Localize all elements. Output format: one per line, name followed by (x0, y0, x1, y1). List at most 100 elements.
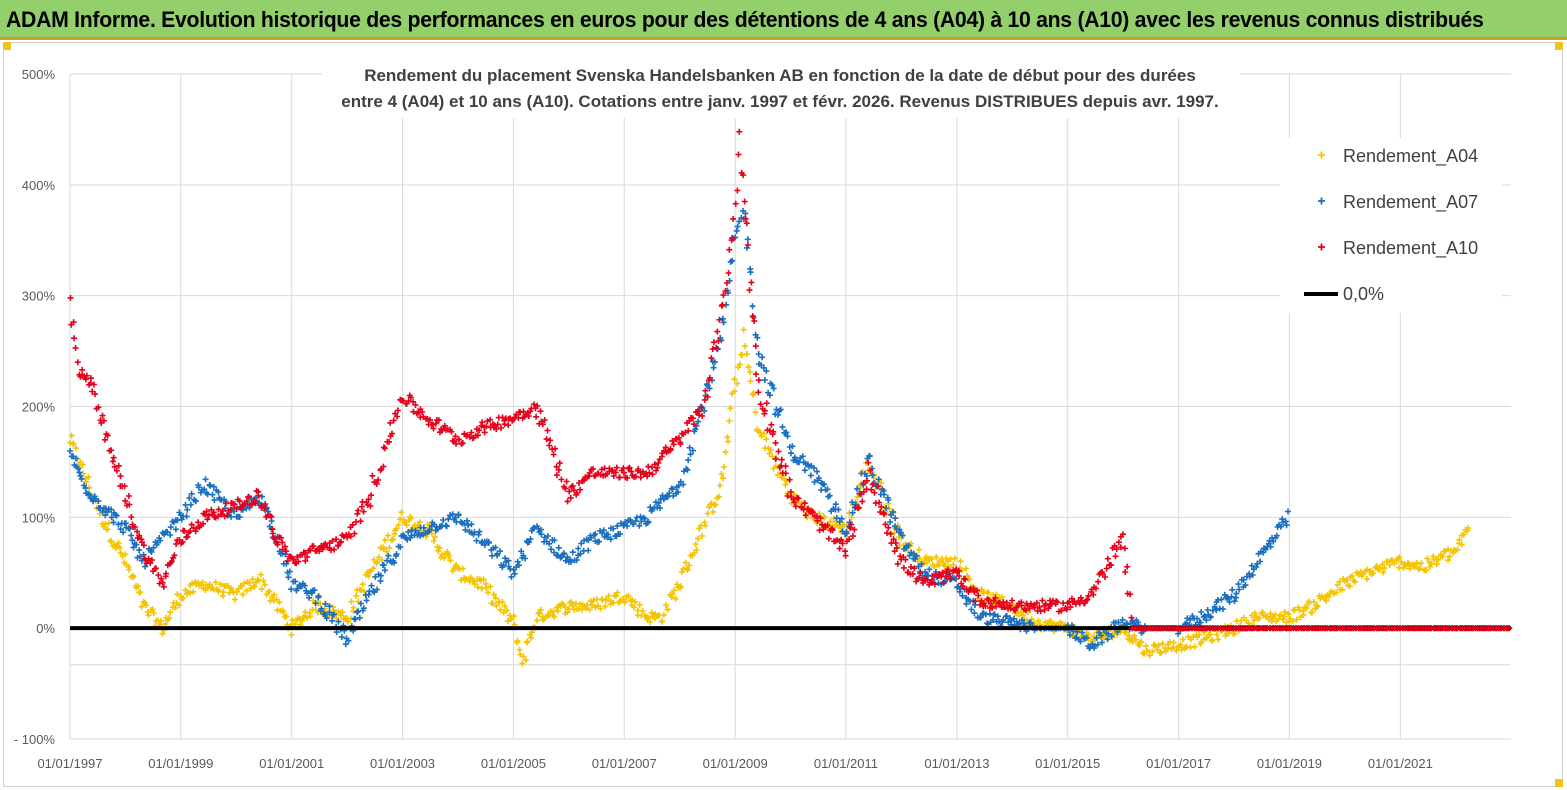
data-point (906, 552, 913, 559)
data-point (1456, 536, 1463, 543)
data-point (1119, 531, 1126, 538)
data-point (520, 653, 527, 660)
data-point (499, 599, 506, 605)
data-point (899, 532, 906, 539)
data-point (735, 151, 742, 158)
corner-marker-br (1555, 779, 1563, 787)
data-point (1225, 595, 1232, 602)
data-point (636, 522, 643, 529)
data-point (137, 589, 144, 596)
data-point (1090, 591, 1097, 598)
data-point (1122, 569, 1129, 575)
y-axis-ticks: - 100% 0% 100% 200% 300% 400% 500% (14, 67, 56, 747)
data-point (1115, 539, 1122, 546)
data-point (1334, 581, 1341, 588)
data-point (977, 601, 984, 608)
data-point (1099, 639, 1105, 646)
data-point (1270, 538, 1277, 545)
data-point (573, 489, 580, 496)
data-point (412, 527, 419, 534)
data-point (555, 467, 562, 473)
data-point (410, 408, 417, 415)
data-point (307, 613, 314, 620)
data-point (551, 537, 558, 544)
data-point (162, 620, 169, 627)
data-point (398, 509, 405, 516)
data-point (511, 613, 518, 620)
data-point (483, 423, 490, 430)
data-point (747, 269, 754, 276)
data-point (760, 364, 767, 371)
data-point (386, 438, 393, 445)
data-point (800, 506, 807, 513)
data-point (344, 618, 351, 625)
data-point (468, 429, 475, 436)
data-point (167, 532, 174, 538)
data-point (184, 533, 191, 540)
data-point (1323, 597, 1330, 604)
data-point (1173, 647, 1180, 654)
data-point (432, 420, 439, 427)
data-point (630, 521, 637, 528)
data-point (394, 407, 401, 414)
data-point (757, 401, 764, 408)
data-point (285, 574, 292, 581)
banner-title: ADAM Informe. Evolution historique des p… (6, 7, 1484, 32)
data-point (569, 482, 576, 489)
data-point (148, 557, 155, 564)
data-point (1229, 586, 1236, 593)
data-point (342, 641, 349, 648)
data-point (789, 443, 796, 450)
data-point (875, 476, 882, 483)
data-point (108, 447, 115, 454)
data-point (749, 391, 756, 398)
data-point (187, 590, 193, 597)
data-point (562, 557, 569, 564)
data-point (561, 550, 568, 557)
data-point (1067, 632, 1073, 639)
data-point (1207, 613, 1214, 620)
data-point (801, 500, 808, 507)
data-point (158, 575, 165, 582)
data-point (1095, 578, 1102, 585)
data-point (763, 368, 770, 375)
data-point (172, 604, 179, 611)
data-point (825, 535, 832, 542)
data-point (1418, 560, 1425, 567)
data-point (435, 547, 442, 554)
data-point (838, 536, 845, 543)
data-point (314, 609, 321, 616)
x-tick-label: 01/01/2011 (814, 756, 878, 771)
data-point (742, 210, 749, 217)
data-point (182, 501, 189, 508)
data-point (719, 301, 726, 308)
data-point (846, 536, 853, 543)
data-point (227, 506, 234, 513)
data-point (312, 600, 319, 607)
data-point (1026, 605, 1033, 612)
x-tick-label: 01/01/2019 (1257, 756, 1322, 771)
data-point (678, 569, 685, 575)
data-point (211, 497, 218, 504)
data-point (359, 581, 366, 588)
data-point (1207, 631, 1214, 638)
data-point (1464, 525, 1471, 532)
data-point (1352, 578, 1358, 585)
data-point (377, 572, 384, 579)
data-point (1267, 610, 1274, 617)
data-point (271, 591, 278, 598)
data-point (273, 538, 280, 545)
data-point (843, 530, 850, 537)
data-point (449, 511, 456, 518)
data-point (187, 501, 194, 508)
data-point (610, 473, 617, 479)
data-point (282, 551, 289, 558)
data-point (519, 660, 526, 667)
data-point (752, 409, 759, 416)
data-point (394, 413, 401, 420)
data-point (948, 575, 955, 582)
data-point (1007, 605, 1014, 612)
data-point (543, 436, 550, 443)
data-point (68, 432, 75, 439)
data-point (1213, 607, 1220, 614)
